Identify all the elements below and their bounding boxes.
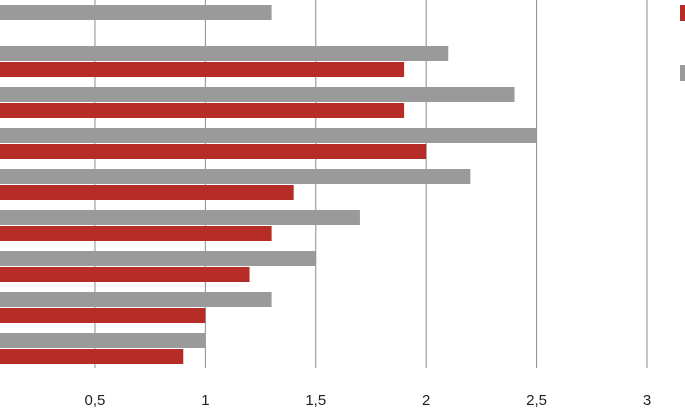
bar-series-2-row-8: [0, 308, 206, 323]
bar-series-1-row-1: [0, 5, 272, 20]
legend: [680, 5, 685, 81]
bar-series-1-row-8: [0, 292, 272, 307]
bar-series-2-row-3: [0, 103, 405, 118]
x-tick-label: 0,5: [85, 392, 106, 409]
legend-swatch-series-1: [680, 65, 685, 81]
bar-series-2-row-6: [0, 226, 272, 241]
bar-series-2-row-2: [0, 62, 405, 77]
bar-series-1-row-9: [0, 333, 206, 348]
x-tick-label: 3: [643, 392, 651, 409]
x-axis-tick-labels: 0,5 1 1,5 2 2,5 3: [85, 392, 652, 409]
bar-series-1-row-6: [0, 210, 360, 225]
x-tick-label: 2,5: [526, 392, 547, 409]
bar-series-1-row-7: [0, 251, 316, 266]
bar-series-1-row-3: [0, 87, 515, 102]
bars: [0, 5, 537, 364]
bar-series-1-row-4: [0, 128, 537, 143]
bar-series-2-row-5: [0, 185, 294, 200]
x-tick-label: 1: [201, 392, 209, 409]
bar-series-2-row-9: [0, 349, 184, 364]
x-tick-label: 1,5: [305, 392, 326, 409]
bar-series-2-row-4: [0, 144, 427, 159]
bar-series-1-row-2: [0, 46, 449, 61]
x-tick-label: 2: [422, 392, 430, 409]
bar-series-2-row-7: [0, 267, 250, 282]
legend-swatch-series-2: [680, 5, 685, 21]
bar-series-1-row-5: [0, 169, 471, 184]
